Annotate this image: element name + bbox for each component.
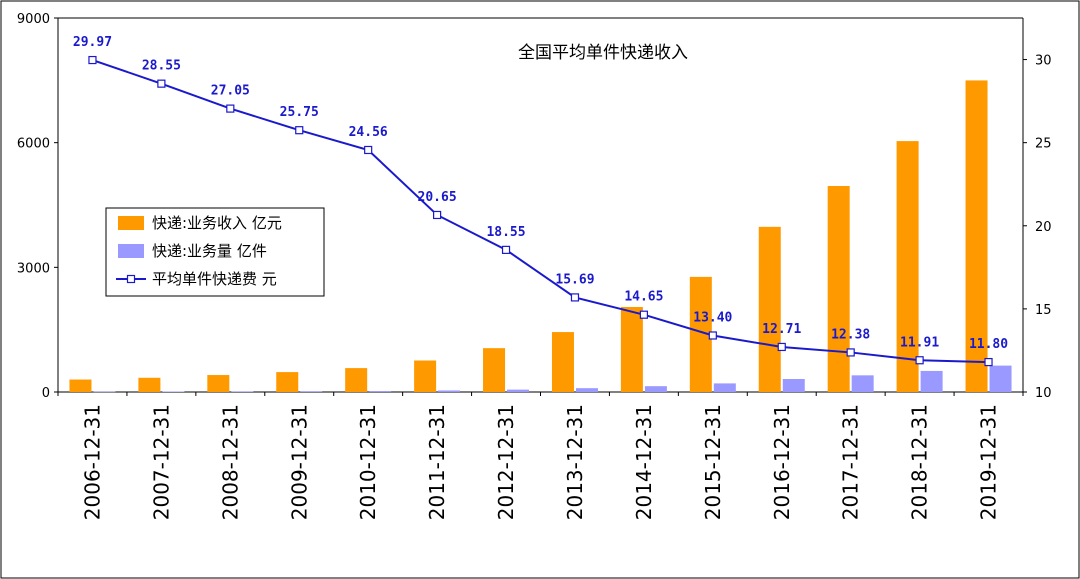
x-tick-label: 2010-12-31	[356, 404, 380, 520]
avg-fee-data-label: 11.80	[969, 337, 1008, 352]
bar-revenue	[689, 276, 712, 392]
avg-fee-point	[915, 356, 924, 365]
bar-revenue	[414, 360, 437, 392]
x-tick-label: 2008-12-31	[218, 404, 242, 520]
bar-volume	[782, 378, 805, 392]
x-tick-group: 2006-12-31 2007-12-31 2008-12-31 2009-12-31…	[57, 392, 1024, 520]
legend-swatch-marker	[126, 274, 136, 284]
data-label-group: 29.97 28.55 27.05 25.75 24.56 20.65 18.55 15.69…	[73, 35, 1008, 352]
avg-fee-point	[708, 331, 717, 340]
bar-revenue	[620, 307, 643, 392]
x-tick-label: 2018-12-31	[908, 404, 932, 520]
right-tick-label: 10	[1035, 386, 1052, 401]
bar-volume	[507, 389, 530, 392]
right-tick-label: 30	[1035, 54, 1052, 69]
avg-fee-data-label: 15.69	[555, 272, 594, 287]
avg-fee-point	[570, 293, 580, 302]
bar-volume	[438, 390, 461, 392]
avg-fee-point	[846, 348, 855, 357]
avg-fee-point	[295, 126, 304, 135]
bar-revenue	[69, 379, 92, 392]
avg-fee-point	[226, 104, 235, 113]
legend-label-revenue: 快递:业务收入 亿元	[152, 214, 282, 232]
x-tick-label: 2019-12-31	[977, 404, 1001, 520]
x-tick-label: 2012-12-31	[494, 404, 518, 520]
avg-fee-line	[92, 59, 989, 364]
left-tick-label: 9000	[17, 12, 50, 27]
bar-revenue	[551, 332, 574, 392]
avg-fee-point	[777, 342, 786, 352]
x-tick-label: 2014-12-31	[632, 404, 656, 520]
bar-revenue	[896, 141, 919, 392]
bar-revenue	[276, 372, 299, 392]
legend-swatch-revenue	[118, 216, 144, 230]
avg-fee-data-label: 11.91	[900, 335, 939, 350]
line-series-group	[88, 55, 993, 367]
left-tick-label: 6000	[17, 137, 50, 152]
avg-fee-data-label: 28.55	[142, 59, 181, 74]
avg-fee-point	[639, 310, 648, 319]
bar-volume	[920, 370, 943, 392]
avg-fee-data-label: 25.75	[280, 105, 319, 120]
bar-group	[69, 80, 1012, 393]
bar-volume	[369, 391, 392, 392]
right-tick-label: 20	[1035, 220, 1052, 235]
x-tick-label: 2015-12-31	[701, 404, 725, 520]
avg-fee-data-label: 24.56	[349, 125, 388, 140]
bar-revenue	[965, 80, 988, 392]
legend-swatch-volume	[118, 244, 144, 258]
avg-fee-point	[433, 210, 442, 220]
bar-revenue	[827, 186, 850, 392]
avg-fee-point	[501, 245, 511, 254]
avg-fee-data-label: 29.97	[73, 35, 112, 50]
x-tick-label: 2016-12-31	[770, 404, 794, 520]
x-tick-label: 2013-12-31	[563, 404, 587, 520]
avg-fee-data-label: 14.65	[624, 290, 663, 305]
bar-volume	[644, 386, 667, 392]
x-tick-label: 2011-12-31	[425, 404, 449, 520]
bar-revenue	[207, 375, 230, 392]
avg-fee-data-label: 12.71	[762, 322, 801, 337]
legend-label-volume: 快递:业务量 亿件	[152, 242, 267, 260]
bar-volume	[93, 391, 116, 393]
x-tick-label: 2006-12-31	[80, 404, 104, 520]
avg-fee-data-label: 18.55	[486, 225, 525, 240]
bar-revenue	[758, 226, 781, 392]
x-tick-label: 2007-12-31	[149, 404, 173, 520]
avg-fee-data-label: 13.40	[693, 310, 732, 325]
right-tick-label: 15	[1035, 303, 1052, 318]
avg-fee-point	[157, 79, 166, 88]
avg-fee-point	[88, 55, 97, 65]
bar-revenue	[483, 348, 506, 392]
avg-fee-point	[984, 357, 993, 367]
bar-volume	[231, 391, 254, 392]
legend-label-avg-fee: 平均单件快递费 元	[152, 270, 277, 288]
avg-fee-data-label: 27.05	[211, 84, 250, 99]
chart-title: 全国平均单件快递收入	[518, 43, 688, 63]
bar-volume	[989, 365, 1012, 392]
x-tick-label: 2017-12-31	[839, 404, 863, 520]
bar-volume	[575, 388, 598, 392]
left-tick-group: 0 3000 6000 9000	[17, 12, 58, 401]
bar-volume	[713, 383, 736, 392]
right-tick-group: 10 15 20 25 30	[1023, 54, 1052, 401]
left-tick-label: 0	[42, 386, 50, 401]
avg-fee-data-label: 12.38	[831, 327, 870, 342]
avg-fee-point	[364, 145, 373, 155]
x-tick-label: 2009-12-31	[287, 404, 311, 520]
bar-volume	[851, 375, 874, 392]
left-tick-label: 3000	[17, 261, 50, 276]
avg-fee-data-label: 20.65	[418, 190, 457, 205]
bar-revenue	[345, 368, 368, 392]
bar-volume	[162, 391, 185, 393]
bar-revenue	[138, 377, 161, 392]
bar-volume	[300, 391, 323, 392]
right-tick-label: 25	[1035, 137, 1052, 152]
